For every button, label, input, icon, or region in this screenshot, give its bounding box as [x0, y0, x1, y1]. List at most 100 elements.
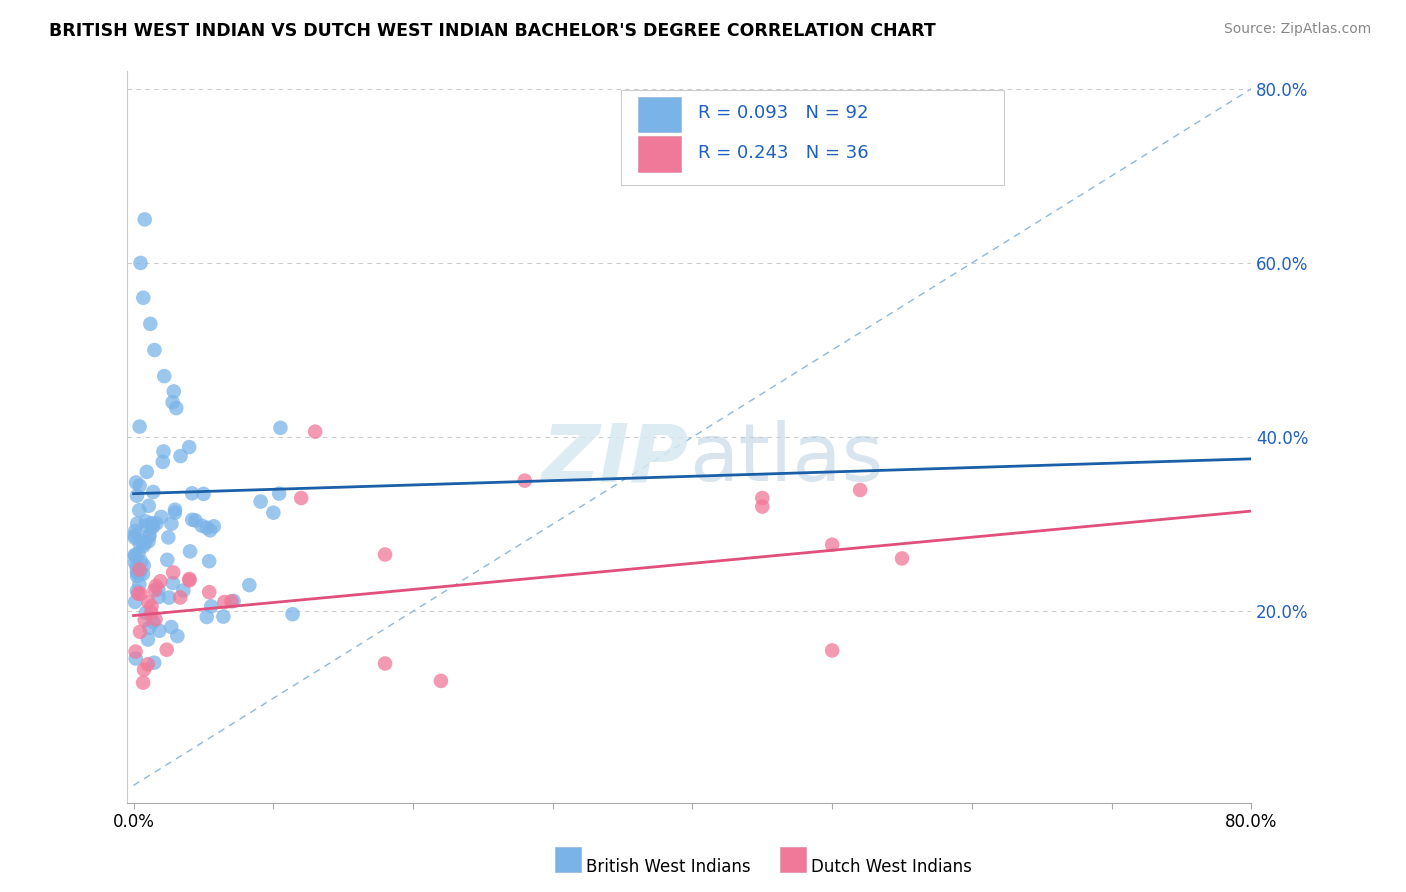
Point	[124, 528, 146, 542]
Point	[162, 566, 184, 580]
Point	[141, 599, 163, 614]
Point	[163, 506, 186, 520]
Point	[262, 506, 284, 520]
Point	[374, 548, 396, 562]
Point	[134, 212, 156, 227]
Point	[202, 519, 225, 533]
Point	[195, 521, 218, 535]
Point	[179, 574, 201, 588]
Point	[125, 583, 148, 598]
Point	[124, 549, 146, 563]
Point	[141, 520, 163, 534]
Point	[150, 510, 173, 524]
Point	[132, 566, 155, 581]
Point	[149, 574, 172, 589]
Point	[128, 537, 150, 551]
Point	[143, 656, 166, 670]
Point	[269, 421, 291, 435]
Point	[139, 317, 162, 331]
Point	[138, 529, 160, 543]
Point	[127, 586, 149, 600]
Point	[200, 599, 222, 614]
Point	[193, 487, 215, 501]
Point	[136, 657, 159, 672]
Point	[138, 529, 160, 543]
Point	[135, 515, 157, 529]
Point	[195, 610, 218, 624]
Point	[374, 657, 396, 671]
Point	[125, 489, 148, 503]
Point	[156, 553, 179, 567]
Point	[163, 502, 186, 516]
Point	[179, 572, 201, 586]
Point	[129, 555, 152, 569]
Point	[128, 577, 150, 591]
Point	[125, 475, 148, 490]
Point	[181, 486, 204, 500]
Point	[212, 609, 235, 624]
Point	[139, 606, 162, 620]
Point	[162, 576, 184, 591]
Point	[191, 518, 214, 533]
Point	[281, 607, 304, 622]
Point	[198, 554, 221, 568]
Point	[145, 516, 167, 531]
Point	[136, 595, 159, 609]
Point	[128, 503, 150, 517]
Text: Source: ZipAtlas.com: Source: ZipAtlas.com	[1223, 22, 1371, 37]
Point	[125, 565, 148, 579]
Point	[214, 595, 236, 609]
Point	[124, 556, 146, 570]
Text: R = 0.093   N = 92: R = 0.093 N = 92	[697, 104, 869, 122]
Point	[132, 663, 155, 677]
FancyBboxPatch shape	[638, 136, 681, 171]
Point	[222, 594, 245, 608]
Point	[198, 524, 221, 538]
Point	[165, 401, 187, 415]
Point	[152, 455, 174, 469]
Point	[221, 594, 243, 608]
Point	[160, 620, 183, 634]
Point	[304, 425, 326, 439]
Point	[124, 644, 146, 658]
Point	[238, 578, 260, 592]
Point	[143, 583, 166, 598]
Point	[751, 491, 773, 505]
Point	[179, 544, 201, 558]
Point	[179, 440, 201, 454]
Point	[821, 643, 844, 657]
Point	[145, 579, 167, 593]
Point	[198, 585, 221, 599]
Point	[132, 675, 155, 690]
Point	[142, 615, 165, 629]
Point	[142, 485, 165, 500]
Point	[148, 582, 170, 597]
Point	[135, 465, 157, 479]
Point	[138, 621, 160, 635]
Point	[124, 548, 146, 562]
Point	[135, 606, 157, 620]
Point	[169, 591, 191, 605]
Point	[751, 500, 773, 514]
Point	[157, 530, 180, 544]
Point	[269, 486, 291, 500]
Point	[249, 494, 271, 508]
Point	[132, 539, 155, 553]
Point	[138, 534, 160, 549]
Point	[136, 632, 159, 647]
Point	[127, 516, 149, 531]
Point	[172, 583, 194, 598]
Point	[138, 499, 160, 513]
Text: ZIP: ZIP	[541, 420, 689, 498]
Point	[148, 624, 170, 638]
Point	[169, 449, 191, 463]
Point	[124, 595, 146, 609]
Point	[145, 612, 167, 626]
Point	[821, 538, 844, 552]
Point	[141, 516, 163, 531]
Point	[166, 629, 188, 643]
FancyBboxPatch shape	[621, 90, 1004, 185]
Point	[129, 566, 152, 580]
Point	[143, 343, 166, 357]
Point	[163, 384, 186, 399]
